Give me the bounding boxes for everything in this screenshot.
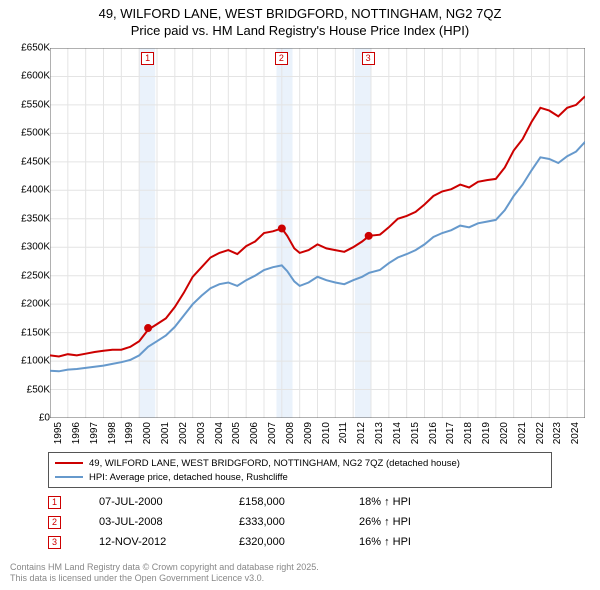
x-tick-label: 2006 — [249, 422, 260, 444]
title-line1: 49, WILFORD LANE, WEST BRIDGFORD, NOTTIN… — [0, 6, 600, 23]
legend: 49, WILFORD LANE, WEST BRIDGFORD, NOTTIN… — [48, 452, 552, 488]
sale-marker: 2 — [275, 52, 288, 65]
y-tick-label: £500K — [0, 128, 50, 139]
x-tick-label: 2024 — [570, 422, 581, 444]
legend-swatch — [55, 476, 83, 478]
x-tick-label: 2004 — [214, 422, 225, 444]
legend-label: 49, WILFORD LANE, WEST BRIDGFORD, NOTTIN… — [89, 458, 460, 469]
x-tick-label: 2002 — [178, 422, 189, 444]
y-tick-label: £150K — [0, 327, 50, 338]
footer-attribution: Contains HM Land Registry data © Crown c… — [10, 562, 319, 585]
y-tick-label: £350K — [0, 213, 50, 224]
y-tick-label: £250K — [0, 270, 50, 281]
y-tick-label: £0 — [0, 413, 50, 424]
x-tick-label: 2021 — [517, 422, 528, 444]
footer-line1: Contains HM Land Registry data © Crown c… — [10, 562, 319, 573]
sale-date: 07-JUL-2000 — [99, 496, 209, 508]
sale-index-marker: 2 — [48, 516, 61, 529]
x-tick-label: 1999 — [124, 422, 135, 444]
legend-label: HPI: Average price, detached house, Rush… — [89, 472, 288, 483]
x-tick-label: 2019 — [481, 422, 492, 444]
sale-vs-hpi: 16% ↑ HPI — [359, 536, 449, 548]
x-tick-label: 1997 — [89, 422, 100, 444]
x-tick-label: 2022 — [535, 422, 546, 444]
y-tick-label: £300K — [0, 242, 50, 253]
sales-table-row: 2 03-JUL-2008 £333,000 26% ↑ HPI — [48, 512, 449, 532]
x-tick-label: 2000 — [142, 422, 153, 444]
x-tick-label: 1996 — [71, 422, 82, 444]
x-tick-label: 2001 — [160, 422, 171, 444]
sale-vs-hpi: 26% ↑ HPI — [359, 516, 449, 528]
sale-price: £320,000 — [239, 536, 329, 548]
sales-table-row: 3 12-NOV-2012 £320,000 16% ↑ HPI — [48, 532, 449, 552]
x-tick-label: 2008 — [285, 422, 296, 444]
chart-container: 49, WILFORD LANE, WEST BRIDGFORD, NOTTIN… — [0, 0, 600, 590]
sale-index-marker: 1 — [48, 496, 61, 509]
y-tick-label: £650K — [0, 43, 50, 54]
x-tick-label: 2003 — [196, 422, 207, 444]
x-tick-label: 2005 — [231, 422, 242, 444]
x-tick-label: 2015 — [410, 422, 421, 444]
x-tick-label: 2010 — [321, 422, 332, 444]
sale-vs-hpi: 18% ↑ HPI — [359, 496, 449, 508]
x-tick-label: 2011 — [338, 422, 349, 444]
title-line2: Price paid vs. HM Land Registry's House … — [0, 23, 600, 40]
sale-marker: 1 — [141, 52, 154, 65]
x-tick-label: 2018 — [463, 422, 474, 444]
y-tick-label: £450K — [0, 156, 50, 167]
x-tick-label: 2020 — [499, 422, 510, 444]
x-tick-label: 2007 — [267, 422, 278, 444]
sale-marker: 3 — [362, 52, 375, 65]
sale-date: 03-JUL-2008 — [99, 516, 209, 528]
x-tick-label: 2023 — [552, 422, 563, 444]
sale-index-marker: 3 — [48, 536, 61, 549]
sale-price: £158,000 — [239, 496, 329, 508]
y-tick-label: £200K — [0, 299, 50, 310]
x-tick-label: 1995 — [53, 422, 64, 444]
y-tick-label: £600K — [0, 71, 50, 82]
sales-table-row: 1 07-JUL-2000 £158,000 18% ↑ HPI — [48, 492, 449, 512]
sale-price: £333,000 — [239, 516, 329, 528]
legend-row: HPI: Average price, detached house, Rush… — [55, 470, 545, 484]
x-tick-label: 1998 — [107, 422, 118, 444]
sale-date: 12-NOV-2012 — [99, 536, 209, 548]
x-tick-label: 2012 — [356, 422, 367, 444]
x-tick-label: 2013 — [374, 422, 385, 444]
sales-table: 1 07-JUL-2000 £158,000 18% ↑ HPI 2 03-JUL-200… — [48, 492, 449, 552]
chart-svg — [50, 48, 585, 418]
y-tick-label: £550K — [0, 99, 50, 110]
x-tick-label: 2016 — [428, 422, 439, 444]
y-tick-label: £50K — [0, 384, 50, 395]
legend-row: 49, WILFORD LANE, WEST BRIDGFORD, NOTTIN… — [55, 456, 545, 470]
plot-area — [50, 48, 585, 418]
x-tick-label: 2017 — [445, 422, 456, 444]
y-tick-label: £400K — [0, 185, 50, 196]
x-tick-label: 2009 — [303, 422, 314, 444]
y-tick-label: £100K — [0, 356, 50, 367]
x-tick-label: 2014 — [392, 422, 403, 444]
chart-title: 49, WILFORD LANE, WEST BRIDGFORD, NOTTIN… — [0, 0, 600, 40]
legend-swatch — [55, 462, 83, 464]
footer-line2: This data is licensed under the Open Gov… — [10, 573, 319, 584]
